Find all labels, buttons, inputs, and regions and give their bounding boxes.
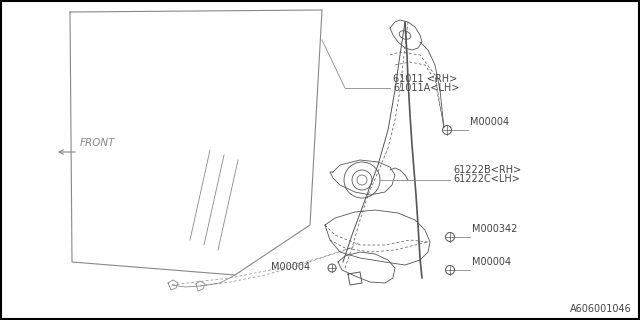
Text: M00004: M00004 [271, 262, 310, 272]
Text: 61011A<LH>: 61011A<LH> [393, 83, 460, 93]
Text: FRONT: FRONT [80, 138, 115, 148]
Text: A606001046: A606001046 [570, 304, 632, 314]
Text: M00004: M00004 [472, 257, 511, 267]
Text: 61222B<RH>: 61222B<RH> [453, 165, 521, 175]
Text: 61011 <RH>: 61011 <RH> [393, 74, 457, 84]
Text: 61222C<LH>: 61222C<LH> [453, 174, 520, 184]
Text: M000342: M000342 [472, 224, 517, 234]
Text: M00004: M00004 [470, 117, 509, 127]
